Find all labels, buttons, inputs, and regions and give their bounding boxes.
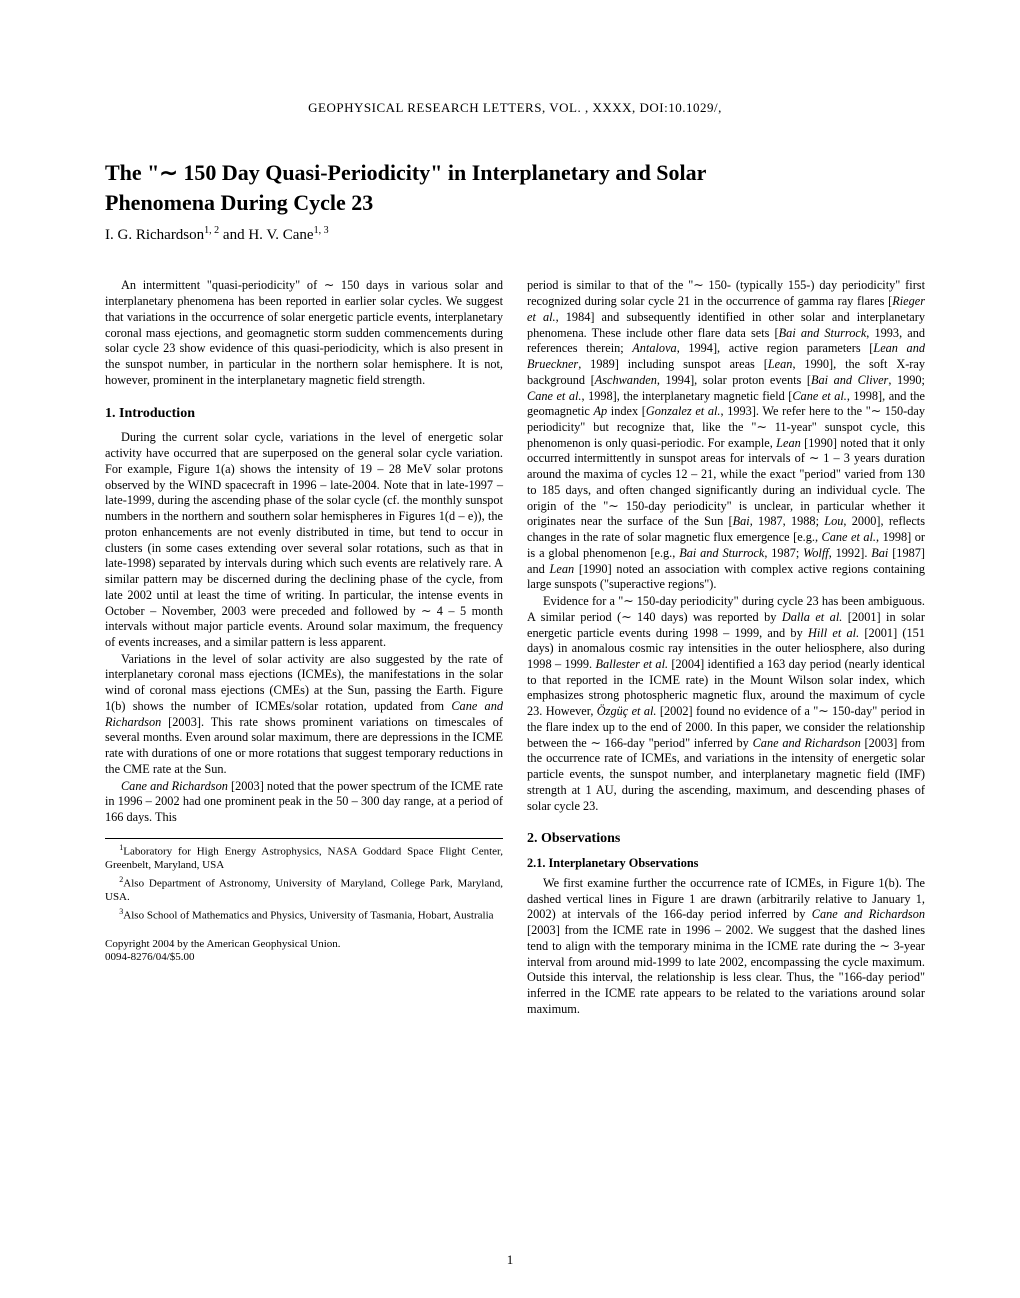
footnote-1: 1Laboratory for High Energy Astrophysics… [105, 843, 503, 873]
copyright-line-2: 0094-8276/04/$5.00 [105, 951, 503, 965]
intro-para-3: Cane and Richardson [2003] noted that th… [105, 779, 503, 826]
footnote-3: 3Also School of Mathematics and Physics,… [105, 907, 503, 923]
two-column-body: An intermittent "quasi-periodicity" of ∼… [105, 278, 925, 1018]
journal-header: GEOPHYSICAL RESEARCH LETTERS, VOL. , XXX… [105, 100, 925, 116]
footnote-2: 2Also Department of Astronomy, Universit… [105, 875, 503, 905]
col2-para-1: period is similar to that of the "∼ 150-… [527, 278, 925, 593]
abstract: An intermittent "quasi-periodicity" of ∼… [105, 278, 503, 388]
section-2-1-heading: 2.1. Interplanetary Observations [527, 856, 925, 872]
author-footnotes: 1Laboratory for High Energy Astrophysics… [105, 838, 503, 924]
col2-para-2: Evidence for a "∼ 150-day periodicity" d… [527, 594, 925, 814]
page-number: 1 [0, 1252, 1020, 1268]
copyright-line-1: Copyright 2004 by the American Geophysic… [105, 938, 503, 952]
title-line-2: Phenomena During Cycle 23 [105, 190, 373, 215]
copyright-block: Copyright 2004 by the American Geophysic… [105, 938, 503, 966]
article-title: The "∼ 150 Day Quasi-Periodicity" in Int… [105, 158, 925, 217]
section-2-heading: 2. Observations [527, 830, 925, 848]
title-line-1: The "∼ 150 Day Quasi-Periodicity" in Int… [105, 160, 706, 185]
authors: I. G. Richardson1, 2 and H. V. Cane1, 3 [105, 225, 925, 244]
section-1-heading: 1. Introduction [105, 405, 503, 423]
observations-para-1: We first examine further the occurrence … [527, 876, 925, 1018]
intro-para-1: During the current solar cycle, variatio… [105, 430, 503, 650]
intro-para-2: Variations in the level of solar activit… [105, 652, 503, 778]
